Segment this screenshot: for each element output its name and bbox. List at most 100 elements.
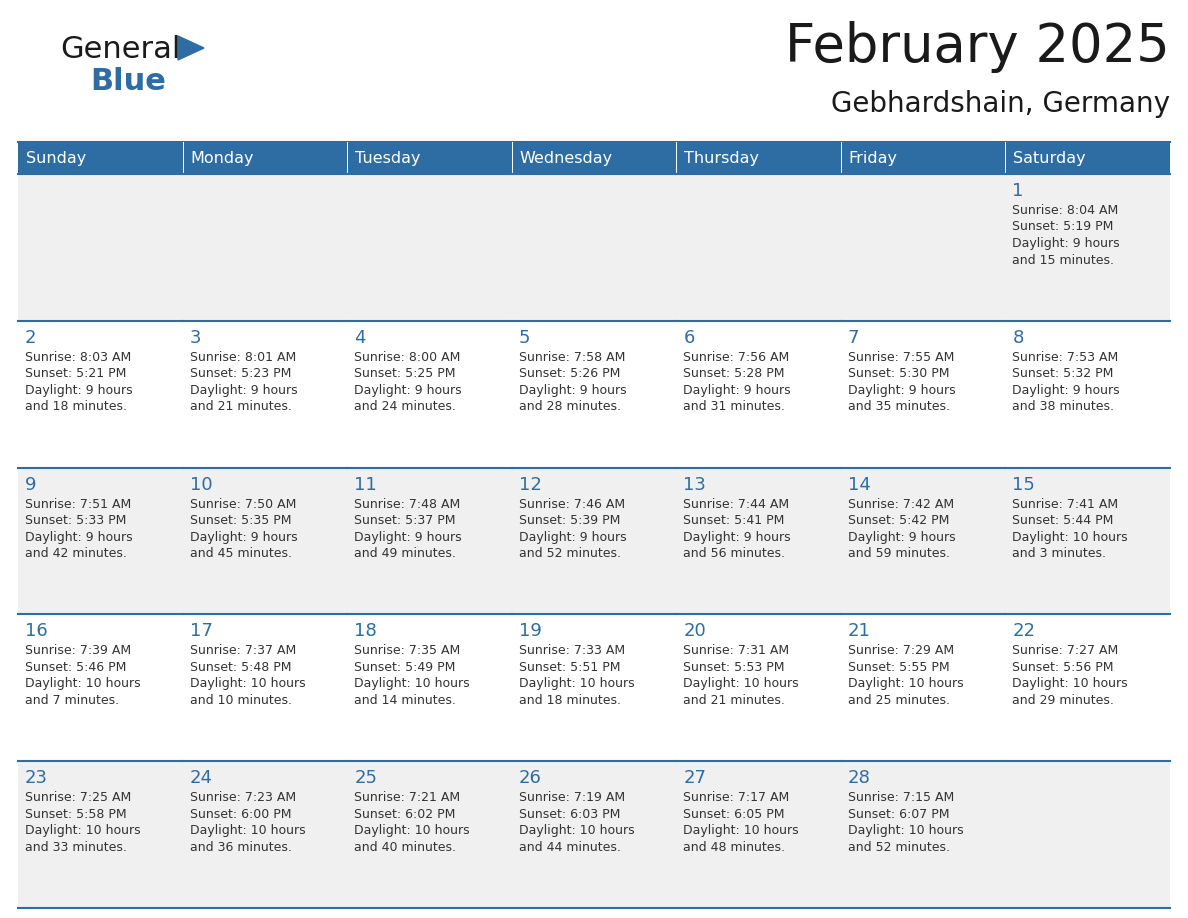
Text: and 28 minutes.: and 28 minutes.	[519, 400, 620, 413]
Text: and 56 minutes.: and 56 minutes.	[683, 547, 785, 560]
Text: Daylight: 9 hours: Daylight: 9 hours	[1012, 384, 1120, 397]
Text: Monday: Monday	[190, 151, 254, 165]
Text: 27: 27	[683, 769, 707, 788]
Text: 6: 6	[683, 329, 695, 347]
Bar	[18, 320, 183, 467]
Text: Sunrise: 7:39 AM: Sunrise: 7:39 AM	[25, 644, 131, 657]
Text: Sunrise: 8:03 AM: Sunrise: 8:03 AM	[25, 351, 131, 364]
Text: 16: 16	[25, 622, 48, 641]
Text: and 31 minutes.: and 31 minutes.	[683, 400, 785, 413]
Bar	[183, 142, 347, 174]
Bar	[347, 142, 512, 174]
Text: Daylight: 10 hours: Daylight: 10 hours	[848, 677, 963, 690]
Text: Saturday: Saturday	[1013, 151, 1086, 165]
Text: Sunrise: 7:42 AM: Sunrise: 7:42 AM	[848, 498, 954, 510]
Text: Sunrise: 7:53 AM: Sunrise: 7:53 AM	[1012, 351, 1119, 364]
Text: 9: 9	[25, 476, 37, 494]
Text: Sunset: 5:23 PM: Sunset: 5:23 PM	[190, 367, 291, 380]
Text: and 15 minutes.: and 15 minutes.	[1012, 253, 1114, 266]
Text: Friday: Friday	[849, 151, 898, 165]
Text: Sunset: 5:51 PM: Sunset: 5:51 PM	[519, 661, 620, 674]
Text: 24: 24	[190, 769, 213, 788]
Bar	[183, 320, 347, 467]
Bar	[676, 614, 841, 761]
Text: Sunday: Sunday	[26, 151, 87, 165]
Text: Sunset: 5:39 PM: Sunset: 5:39 PM	[519, 514, 620, 527]
Text: Sunset: 5:30 PM: Sunset: 5:30 PM	[848, 367, 949, 380]
Text: and 36 minutes.: and 36 minutes.	[190, 841, 291, 854]
Text: and 35 minutes.: and 35 minutes.	[848, 400, 950, 413]
Bar	[1005, 174, 1170, 320]
Bar	[676, 467, 841, 614]
Text: 2: 2	[25, 329, 37, 347]
Text: and 40 minutes.: and 40 minutes.	[354, 841, 456, 854]
Text: Sunset: 5:48 PM: Sunset: 5:48 PM	[190, 661, 291, 674]
Text: Daylight: 9 hours: Daylight: 9 hours	[519, 384, 626, 397]
Text: Sunrise: 7:21 AM: Sunrise: 7:21 AM	[354, 791, 460, 804]
Text: Daylight: 9 hours: Daylight: 9 hours	[683, 384, 791, 397]
Text: Sunrise: 7:15 AM: Sunrise: 7:15 AM	[848, 791, 954, 804]
Bar	[183, 761, 347, 908]
Text: and 38 minutes.: and 38 minutes.	[1012, 400, 1114, 413]
Text: Sunrise: 7:19 AM: Sunrise: 7:19 AM	[519, 791, 625, 804]
Bar	[676, 320, 841, 467]
Bar	[18, 174, 183, 320]
Text: Daylight: 10 hours: Daylight: 10 hours	[519, 677, 634, 690]
Bar	[1005, 142, 1170, 174]
Text: Daylight: 9 hours: Daylight: 9 hours	[190, 384, 297, 397]
Text: and 29 minutes.: and 29 minutes.	[1012, 694, 1114, 707]
Text: Daylight: 10 hours: Daylight: 10 hours	[354, 824, 469, 837]
Text: Tuesday: Tuesday	[355, 151, 421, 165]
Text: Daylight: 9 hours: Daylight: 9 hours	[848, 531, 955, 543]
Text: Wednesday: Wednesday	[519, 151, 613, 165]
Text: and 18 minutes.: and 18 minutes.	[519, 694, 620, 707]
Bar	[512, 614, 676, 761]
Text: Daylight: 10 hours: Daylight: 10 hours	[354, 677, 469, 690]
Text: Daylight: 10 hours: Daylight: 10 hours	[190, 677, 305, 690]
Text: 4: 4	[354, 329, 366, 347]
Text: 22: 22	[1012, 622, 1036, 641]
Text: and 44 minutes.: and 44 minutes.	[519, 841, 620, 854]
Text: Daylight: 9 hours: Daylight: 9 hours	[848, 384, 955, 397]
Text: Sunset: 6:02 PM: Sunset: 6:02 PM	[354, 808, 455, 821]
Bar	[183, 614, 347, 761]
Text: Sunset: 5:42 PM: Sunset: 5:42 PM	[848, 514, 949, 527]
Bar	[18, 467, 183, 614]
Bar	[1005, 614, 1170, 761]
Bar	[18, 761, 183, 908]
Bar	[183, 467, 347, 614]
Text: Sunset: 5:46 PM: Sunset: 5:46 PM	[25, 661, 126, 674]
Text: Sunset: 5:56 PM: Sunset: 5:56 PM	[1012, 661, 1114, 674]
Text: 7: 7	[848, 329, 859, 347]
Text: and 21 minutes.: and 21 minutes.	[683, 694, 785, 707]
Text: Sunset: 5:35 PM: Sunset: 5:35 PM	[190, 514, 291, 527]
Text: and 49 minutes.: and 49 minutes.	[354, 547, 456, 560]
Text: Sunrise: 8:01 AM: Sunrise: 8:01 AM	[190, 351, 296, 364]
Text: Sunset: 6:05 PM: Sunset: 6:05 PM	[683, 808, 785, 821]
Text: and 3 minutes.: and 3 minutes.	[1012, 547, 1106, 560]
Text: 13: 13	[683, 476, 706, 494]
Text: 12: 12	[519, 476, 542, 494]
Text: Sunrise: 8:00 AM: Sunrise: 8:00 AM	[354, 351, 461, 364]
Bar	[18, 614, 183, 761]
Text: Sunrise: 7:50 AM: Sunrise: 7:50 AM	[190, 498, 296, 510]
Text: and 42 minutes.: and 42 minutes.	[25, 547, 127, 560]
Bar	[512, 320, 676, 467]
Text: Sunset: 5:49 PM: Sunset: 5:49 PM	[354, 661, 455, 674]
Text: Sunrise: 7:35 AM: Sunrise: 7:35 AM	[354, 644, 461, 657]
Text: Daylight: 9 hours: Daylight: 9 hours	[519, 531, 626, 543]
Text: Blue: Blue	[90, 67, 166, 96]
Text: Sunrise: 7:41 AM: Sunrise: 7:41 AM	[1012, 498, 1119, 510]
Bar	[841, 320, 1005, 467]
Text: Sunrise: 7:23 AM: Sunrise: 7:23 AM	[190, 791, 296, 804]
Text: Sunset: 5:41 PM: Sunset: 5:41 PM	[683, 514, 784, 527]
Text: 5: 5	[519, 329, 530, 347]
Bar	[347, 174, 512, 320]
Text: February 2025: February 2025	[785, 21, 1170, 73]
Text: Sunset: 6:00 PM: Sunset: 6:00 PM	[190, 808, 291, 821]
Text: Daylight: 10 hours: Daylight: 10 hours	[25, 824, 140, 837]
Text: 28: 28	[848, 769, 871, 788]
Bar	[347, 467, 512, 614]
Text: 8: 8	[1012, 329, 1024, 347]
Bar	[841, 614, 1005, 761]
